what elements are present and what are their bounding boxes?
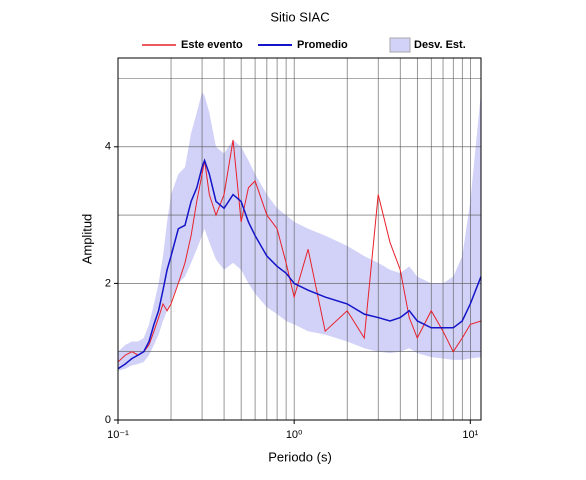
x-tick-label: 10⁰ — [286, 429, 303, 441]
x-tick-label: 10⁻¹ — [107, 429, 129, 441]
legend-label: Desv. Est. — [414, 39, 466, 51]
x-axis-label: Periodo (s) — [268, 449, 332, 464]
legend-label: Este evento — [181, 39, 243, 51]
x-tick-label: 10¹ — [462, 429, 478, 441]
y-axis-label: Amplitud — [79, 214, 94, 265]
y-tick-label: 2 — [105, 277, 111, 289]
chart-title: Sitio SIAC — [270, 9, 329, 24]
series-line — [117, 139, 482, 363]
std-band — [118, 92, 481, 371]
plot-frame — [117, 57, 482, 421]
legend-swatch — [389, 37, 411, 53]
legend-label: Promedio — [297, 39, 348, 51]
series-line — [117, 158, 482, 370]
y-tick-label: 0 — [105, 414, 111, 426]
y-tick-label: 4 — [105, 141, 111, 153]
